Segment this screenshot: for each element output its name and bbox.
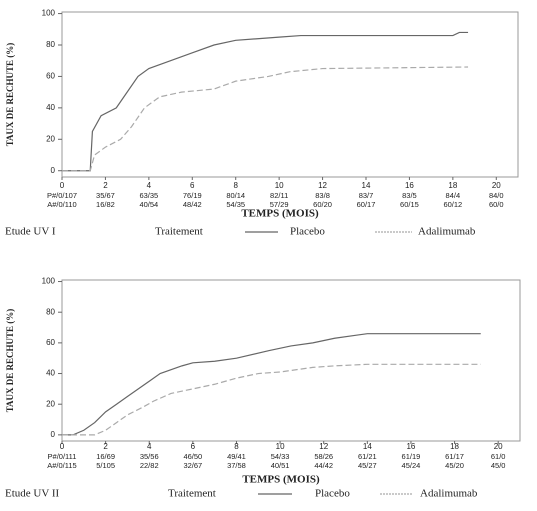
study-label: Etude UV II: [5, 488, 60, 500]
at-risk-count: P#/0/107: [47, 191, 77, 200]
x-tick-label: 0: [60, 181, 65, 190]
at-risk-count: 35/56: [140, 452, 159, 461]
at-risk-count: 35/67: [96, 191, 115, 200]
x-tick-label: 10: [276, 442, 285, 451]
at-risk-count: 54/33: [271, 452, 290, 461]
x-tick-label: 8: [233, 181, 238, 190]
x-tick-label: 0: [60, 442, 65, 451]
at-risk-count: A#/0/115: [47, 461, 76, 470]
at-risk-count: 63/35: [139, 191, 158, 200]
at-risk-count: 16/69: [96, 452, 115, 461]
x-tick-label: 14: [363, 442, 372, 451]
at-risk-count: 5/105: [96, 461, 115, 470]
plot-frame: [61, 279, 521, 442]
x-axis-label: TEMPS (MOIS): [241, 208, 319, 220]
x-tick-label: 4: [147, 442, 152, 451]
x-tick-label: 20: [492, 181, 501, 190]
y-axis-label: TAUX DE RECHUTE (%): [5, 43, 15, 147]
study-label: Etude UV I: [5, 226, 56, 238]
legend-label: Adalimumab: [418, 226, 476, 238]
y-tick-label: 100: [42, 9, 56, 18]
series-line: [62, 333, 481, 436]
at-risk-count: 60/0: [489, 200, 504, 209]
at-risk-count: 61/19: [402, 452, 421, 461]
at-risk-count: 46/50: [183, 452, 202, 461]
x-tick-label: 18: [448, 181, 457, 190]
y-tick-label: 0: [51, 430, 56, 439]
at-risk-count: 45/0: [491, 461, 506, 470]
x-tick-label: 16: [406, 442, 415, 451]
at-risk-count: 60/12: [443, 200, 462, 209]
legend-label: Placebo: [290, 226, 325, 238]
y-tick-label: 60: [46, 338, 55, 347]
at-risk-count: 44/42: [314, 461, 333, 470]
at-risk-count: 49/41: [227, 452, 246, 461]
at-risk-count: 45/24: [402, 461, 421, 470]
at-risk-count: 84/4: [446, 191, 461, 200]
x-tick-label: 6: [191, 442, 196, 451]
x-tick-label: 14: [362, 181, 371, 190]
at-risk-count: 54/35: [226, 200, 245, 209]
y-tick-label: 40: [46, 103, 55, 112]
y-tick-label: 40: [46, 369, 55, 378]
legend-label: Placebo: [315, 488, 350, 500]
at-risk-count: 61/17: [445, 452, 464, 461]
at-risk-count: 83/8: [315, 191, 330, 200]
at-risk-count: P#/0/111: [48, 452, 77, 461]
x-tick-label: 20: [494, 442, 503, 451]
x-tick-label: 16: [405, 181, 414, 190]
x-tick-label: 4: [147, 181, 152, 190]
y-tick-label: 80: [46, 40, 55, 49]
x-tick-label: 8: [234, 442, 239, 451]
at-risk-count: 37/58: [227, 461, 246, 470]
legend-label: Adalimumab: [420, 488, 478, 500]
series-line: [62, 31, 469, 172]
plot-frame: [61, 11, 519, 178]
at-risk-count: 40/51: [271, 461, 290, 470]
at-risk-count: 48/42: [183, 200, 202, 209]
y-tick-label: 60: [46, 72, 55, 81]
at-risk-count: 60/17: [357, 200, 376, 209]
legend-title: Traitement: [168, 488, 216, 500]
at-risk-count: 16/82: [96, 200, 115, 209]
x-tick-label: 12: [319, 442, 328, 451]
x-tick-label: 6: [190, 181, 195, 190]
x-tick-label: 2: [103, 181, 108, 190]
at-risk-count: 32/67: [183, 461, 202, 470]
series-line: [62, 66, 469, 172]
y-tick-label: 20: [46, 399, 55, 408]
y-tick-label: 0: [51, 166, 56, 175]
y-tick-label: 80: [46, 307, 55, 316]
at-risk-count: 83/5: [402, 191, 417, 200]
x-tick-label: 18: [450, 442, 459, 451]
series-line: [62, 363, 481, 436]
at-risk-count: 45/20: [445, 461, 464, 470]
at-risk-count: A#/0/110: [47, 200, 76, 209]
at-risk-count: 58/26: [314, 452, 333, 461]
at-risk-count: 80/14: [226, 191, 245, 200]
x-tick-label: 2: [103, 442, 108, 451]
y-axis-label: TAUX DE RECHUTE (%): [5, 309, 15, 413]
y-tick-label: 100: [42, 277, 56, 286]
at-risk-count: 45/27: [358, 461, 377, 470]
at-risk-count: 60/20: [313, 200, 332, 209]
x-tick-label: 10: [275, 181, 284, 190]
x-tick-label: 12: [318, 181, 327, 190]
at-risk-count: 82/11: [270, 191, 288, 200]
at-risk-count: 40/54: [139, 200, 158, 209]
at-risk-count: 61/21: [358, 452, 377, 461]
at-risk-count: 76/19: [183, 191, 202, 200]
at-risk-count: 22/82: [140, 461, 159, 470]
at-risk-count: 60/15: [400, 200, 419, 209]
at-risk-count: 57/29: [270, 200, 289, 209]
legend-title: Traitement: [155, 226, 203, 238]
y-tick-label: 20: [46, 134, 55, 143]
at-risk-count: 83/7: [359, 191, 374, 200]
at-risk-count: 61/0: [491, 452, 506, 461]
x-axis-label: TEMPS (MOIS): [242, 474, 320, 486]
at-risk-count: 84/0: [489, 191, 504, 200]
